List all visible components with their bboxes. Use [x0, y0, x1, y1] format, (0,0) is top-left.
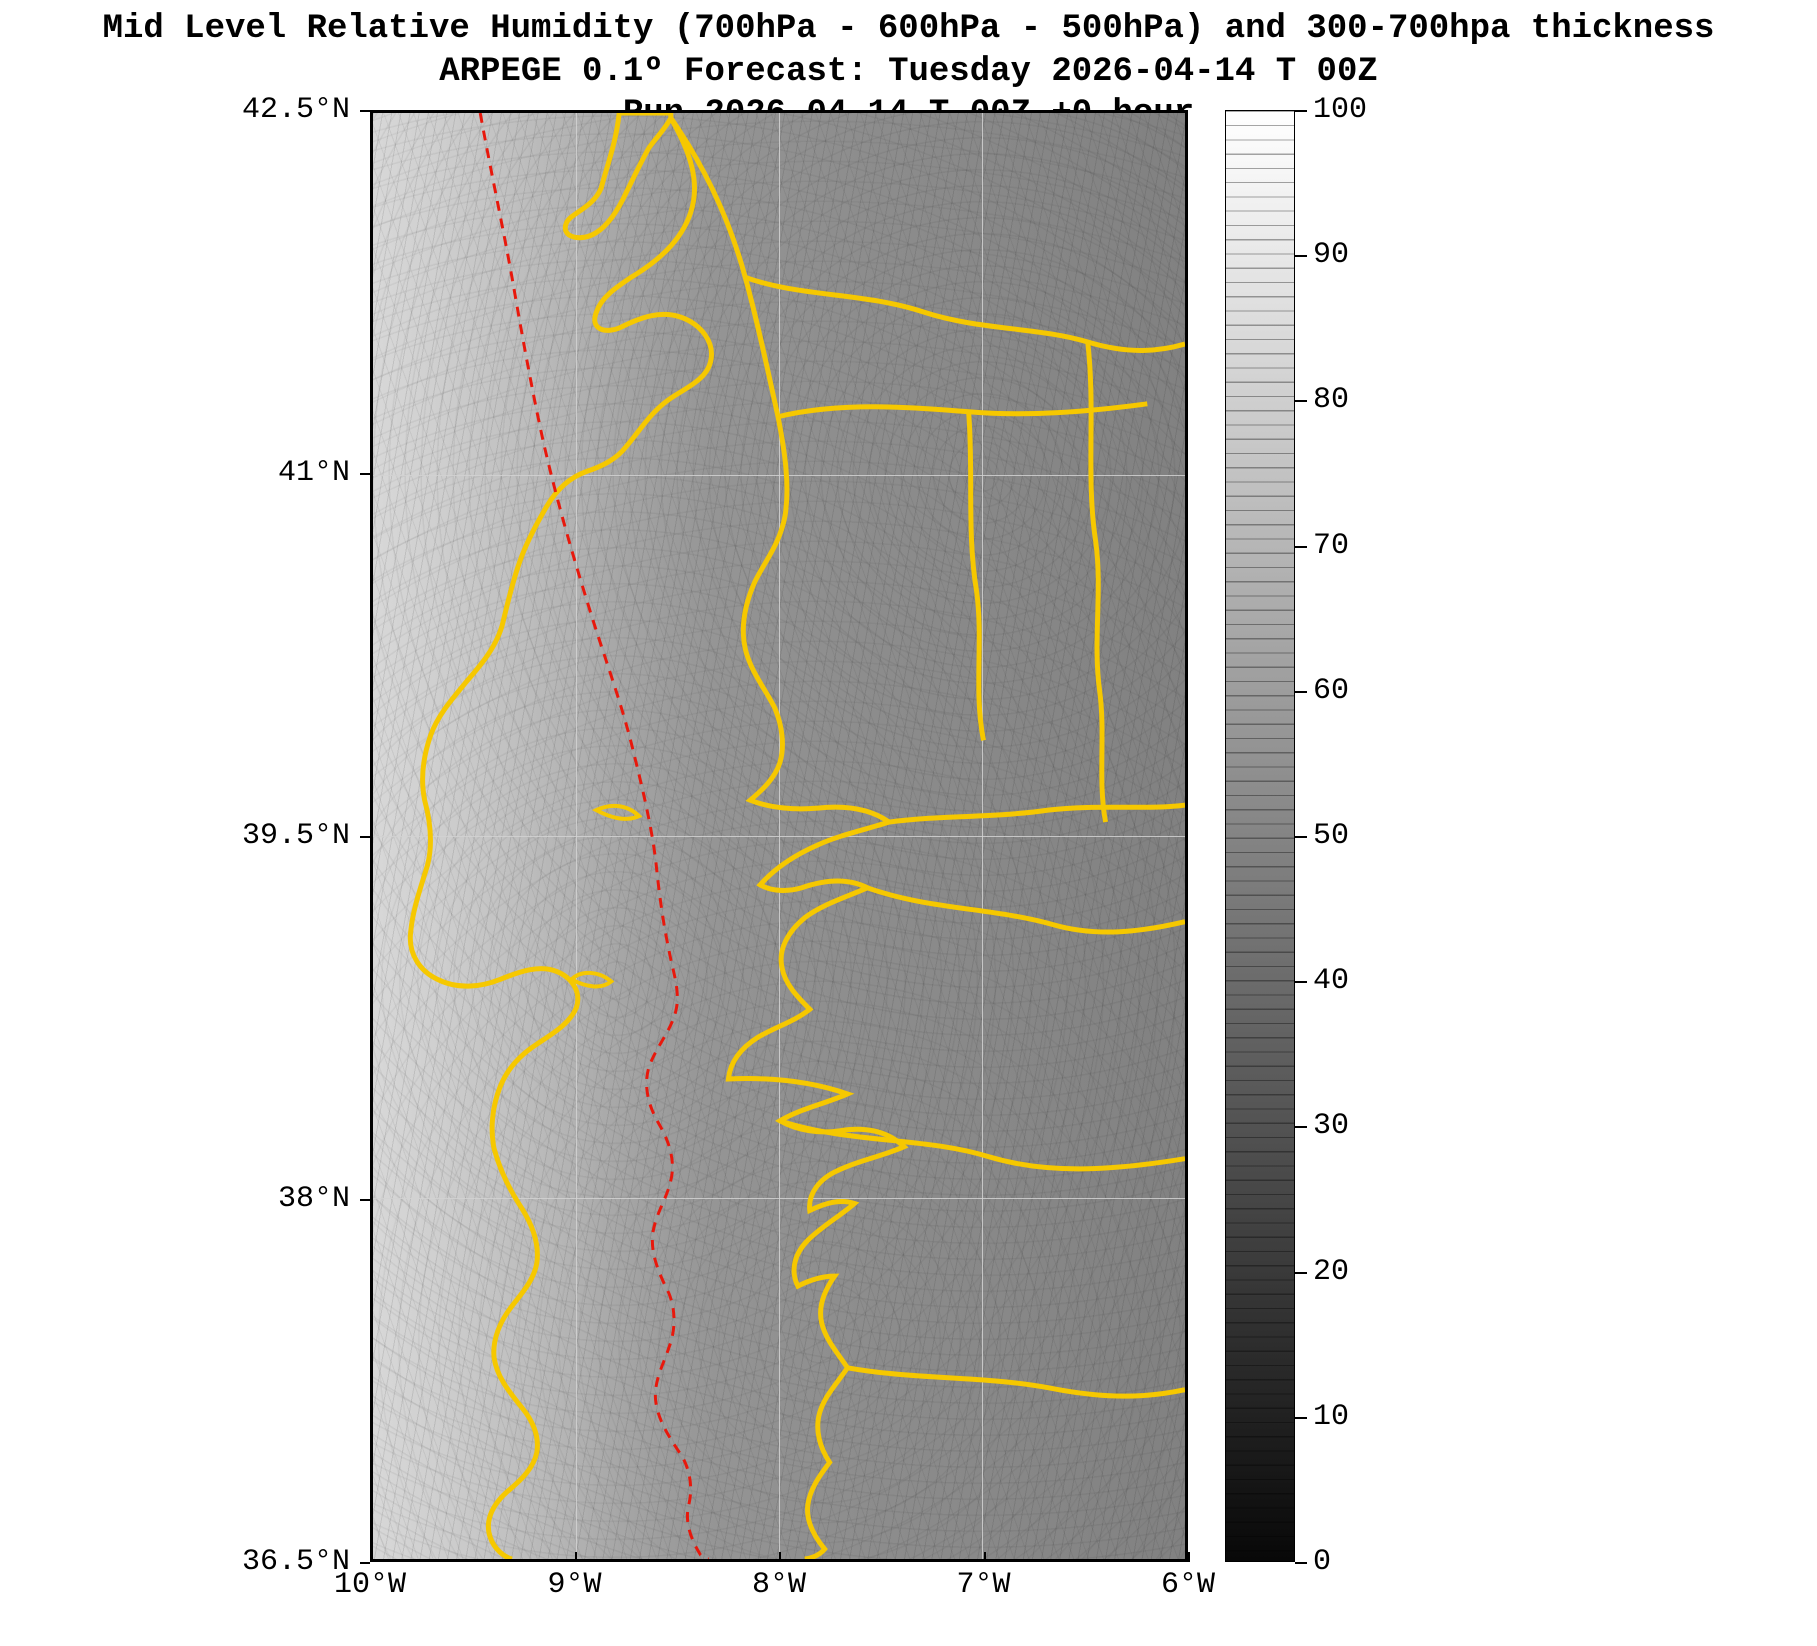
- spain-region-border-5: [847, 1368, 1185, 1396]
- cb-tickmark-40: [1295, 981, 1307, 983]
- cb-tickmark-80: [1295, 400, 1307, 402]
- cb-tickmark-50: [1295, 836, 1307, 838]
- portugal-north-coast: [565, 113, 671, 238]
- x-tick-1: 9°W: [547, 1568, 601, 1602]
- spain-region-border-4: [780, 1121, 1185, 1169]
- y-tickmark-4: [360, 1562, 370, 1564]
- spain-region-border-7: [969, 412, 984, 741]
- cb-label-70: 70: [1313, 529, 1349, 563]
- cb-tickmark-100: [1295, 110, 1307, 112]
- cb-tickmark-10: [1295, 1417, 1307, 1419]
- x-tick-3: 7°W: [956, 1568, 1010, 1602]
- cb-tickmark-70: [1295, 546, 1307, 548]
- x-tickmark-4: [1188, 1552, 1190, 1562]
- cb-label-60: 60: [1313, 674, 1349, 708]
- cb-tickmark-0: [1295, 1562, 1307, 1564]
- colorbar-container[interactable]: 100 90 80 70 60 50 40 30 20 10 0: [1225, 110, 1295, 1562]
- y-tick-0: 42.5°N: [0, 93, 360, 127]
- y-tick-3: 38°N: [0, 1182, 360, 1216]
- x-tick-4: 6°W: [1161, 1568, 1215, 1602]
- cb-tickmark-90: [1295, 255, 1307, 257]
- cb-tickmark-30: [1295, 1126, 1307, 1128]
- thickness-dashed-contour: [480, 113, 708, 1559]
- colorbar-gradient: [1225, 110, 1295, 1562]
- y-tickmark-1: [360, 473, 370, 475]
- spain-region-border-8: [1088, 342, 1106, 822]
- colorbar-band-lines: [1226, 111, 1294, 1561]
- setubal-peninsula-detail: [572, 973, 612, 987]
- country-border-overlay: [373, 113, 1185, 1559]
- spain-region-border-2: [889, 805, 1185, 822]
- cb-label-80: 80: [1313, 383, 1349, 417]
- cb-tickmark-20: [1295, 1272, 1307, 1274]
- cb-label-40: 40: [1313, 964, 1349, 998]
- portugal-west-coast: [410, 118, 711, 1559]
- cb-tickmark-60: [1295, 691, 1307, 693]
- cb-label-90: 90: [1313, 238, 1349, 272]
- x-tickmark-2: [779, 1552, 781, 1562]
- cb-label-20: 20: [1313, 1255, 1349, 1289]
- map-plot-area[interactable]: [370, 110, 1188, 1562]
- x-tickmark-0: [370, 1552, 372, 1562]
- cb-label-30: 30: [1313, 1109, 1349, 1143]
- y-tickmark-3: [360, 1199, 370, 1201]
- spain-region-border-6: [745, 277, 1185, 350]
- y-tick-2: 39.5°N: [0, 819, 360, 853]
- y-tickmark-2: [360, 836, 370, 838]
- y-tick-4: 36.5°N: [0, 1545, 360, 1579]
- cb-label-100: 100: [1313, 93, 1367, 127]
- cb-label-10: 10: [1313, 1400, 1349, 1434]
- cb-label-0: 0: [1313, 1545, 1331, 1579]
- y-tick-1: 41°N: [0, 456, 360, 490]
- title-line-1: Mid Level Relative Humidity (700hPa - 60…: [0, 8, 1817, 51]
- x-tickmark-3: [984, 1552, 986, 1562]
- spain-region-border-3: [867, 888, 1185, 932]
- x-tickmark-1: [575, 1552, 577, 1562]
- tagus-estuary-detail: [596, 806, 639, 819]
- cb-label-50: 50: [1313, 819, 1349, 853]
- x-tick-2: 8°W: [752, 1568, 806, 1602]
- y-tickmark-0: [360, 110, 370, 112]
- weather-map-page: Mid Level Relative Humidity (700hPa - 60…: [0, 0, 1817, 1646]
- x-tick-0: 10°W: [334, 1568, 406, 1602]
- title-subtitle-1: ARPEGE 0.1º Forecast: Tuesday 2026-04-14…: [0, 51, 1817, 94]
